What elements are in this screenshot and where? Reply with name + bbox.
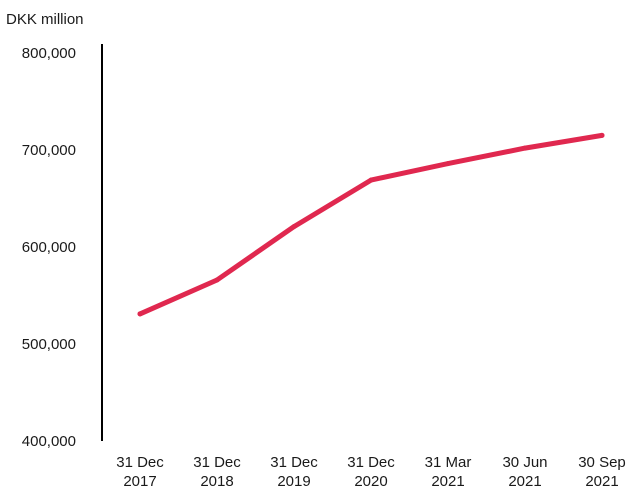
x-tick-label: 31 Dec 2020: [347, 454, 395, 490]
data-point: [291, 224, 297, 230]
x-tick-label: 31 Dec 2018: [193, 454, 241, 490]
y-tick-label: 700,000: [22, 142, 76, 159]
data-point: [445, 161, 451, 167]
y-tick-label: 600,000: [22, 239, 76, 256]
x-tick-label: 30 Sep 2021: [578, 454, 626, 490]
x-tick-labels: 31 Dec 2017 31 Dec 2018 31 Dec 2019 31 Dec 2020…: [116, 454, 626, 490]
y-tick-label: 800,000: [22, 45, 76, 62]
data-point: [137, 311, 143, 317]
data-point: [368, 177, 374, 183]
series-group: [137, 132, 605, 317]
y-tick-label: 400,000: [22, 433, 76, 450]
data-point: [214, 277, 220, 283]
x-tick-label: 30 Jun 2021: [502, 454, 547, 490]
x-tick-label: 31 Dec 2017: [116, 454, 164, 490]
y-axis-label: DKK million: [6, 11, 84, 28]
x-tick-label: 31 Dec 2019: [270, 454, 318, 490]
y-tick-labels: 400,000 500,000 600,000 700,000 800,000: [22, 45, 76, 450]
x-tick-label: 31 Mar 2021: [425, 454, 472, 490]
y-tick-label: 500,000: [22, 336, 76, 353]
series-line: [137, 132, 605, 317]
data-point: [599, 132, 605, 138]
data-point: [522, 145, 528, 151]
